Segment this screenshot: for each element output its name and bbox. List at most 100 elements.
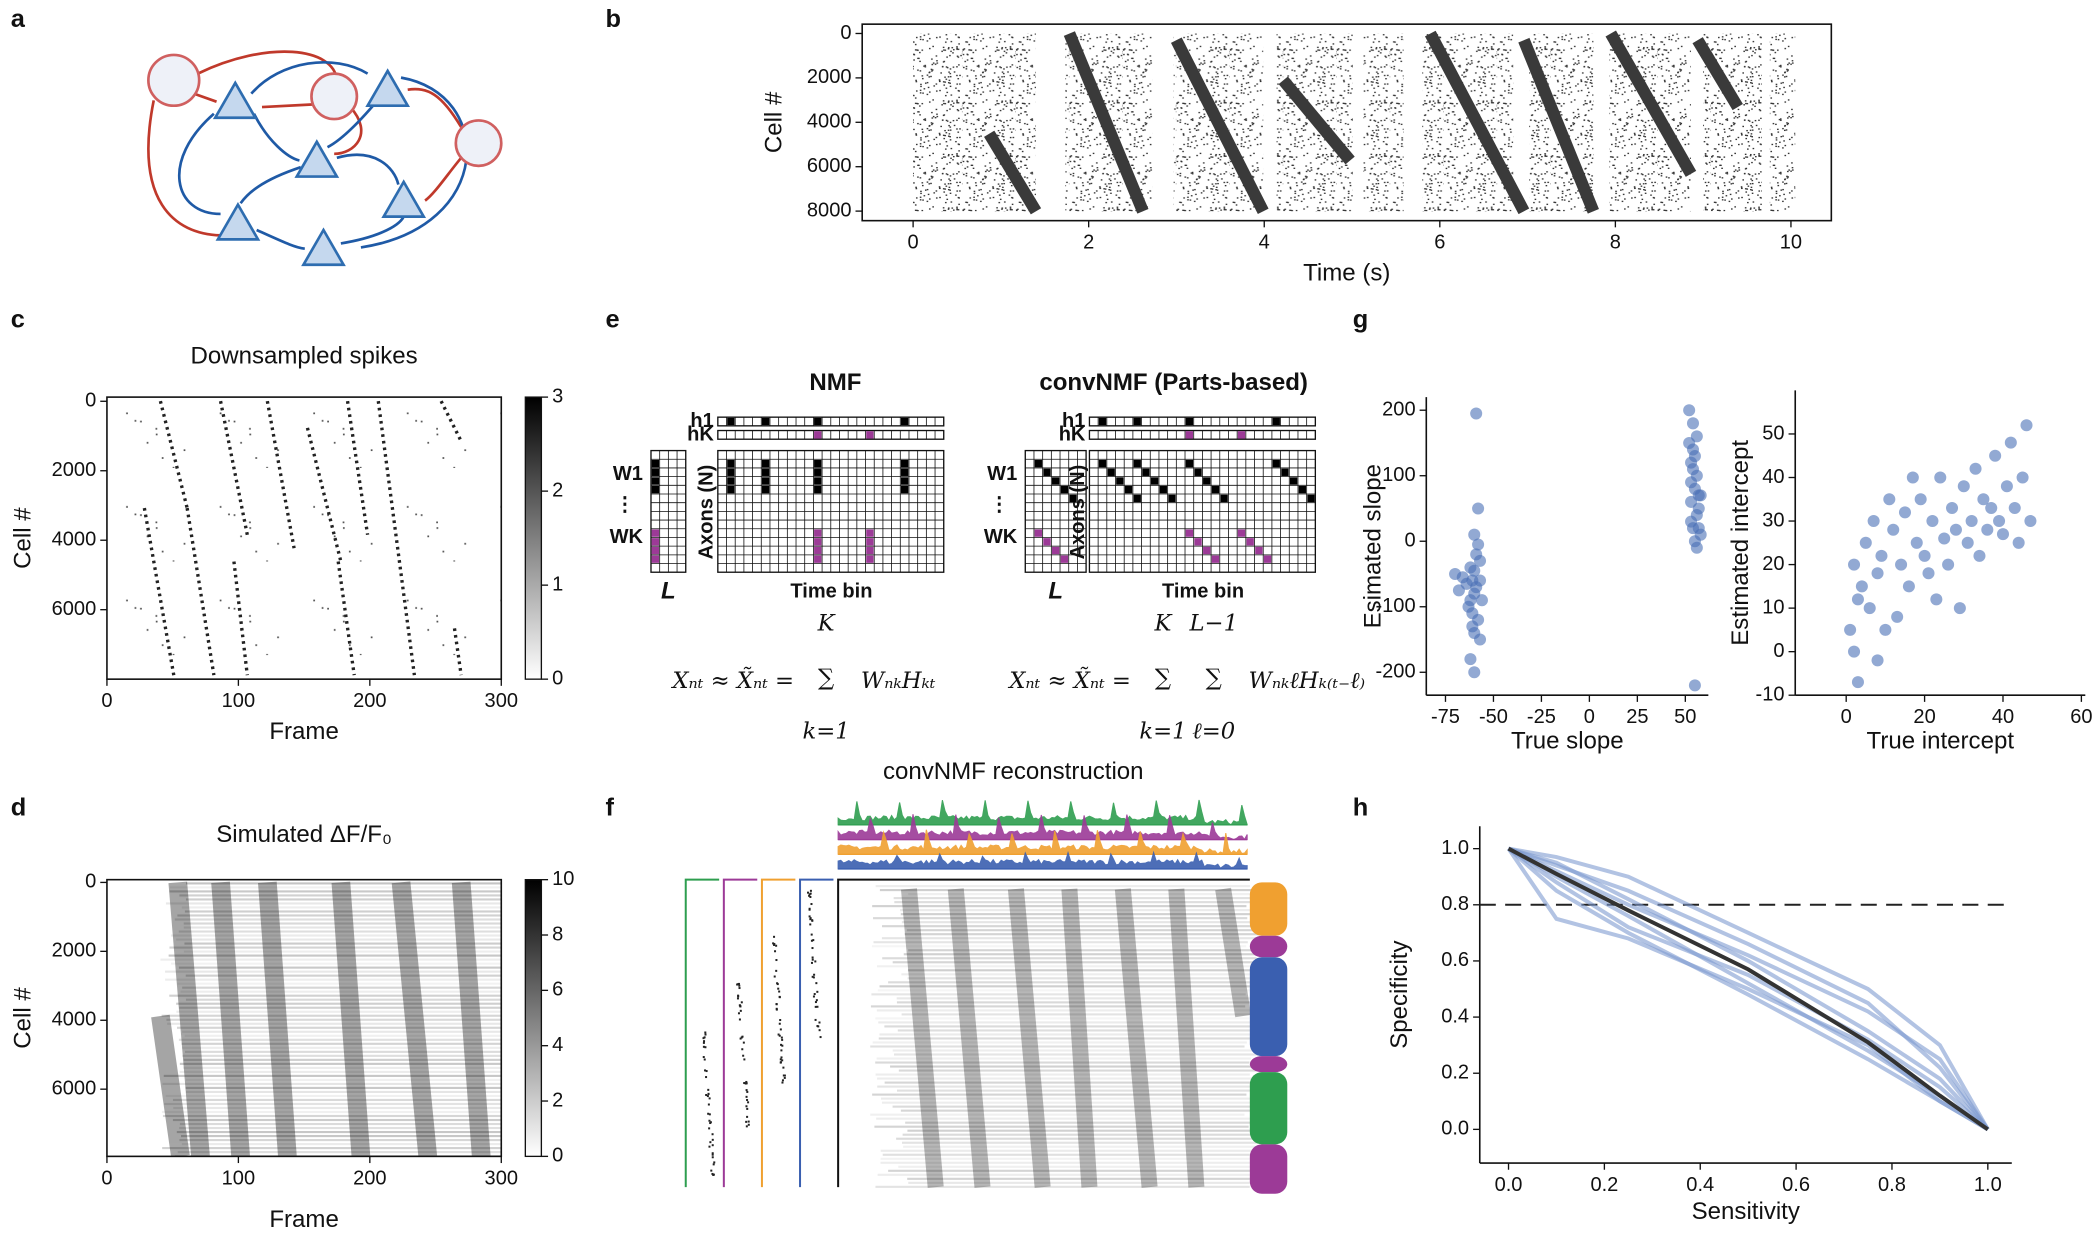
factor-dot bbox=[743, 1082, 746, 1085]
panel-a-diagram bbox=[147, 50, 503, 267]
factor-dot bbox=[810, 903, 813, 906]
streak bbox=[305, 427, 343, 562]
formula: Xₙₜ ≈ X̃ₙₜ = bbox=[1007, 668, 1131, 694]
stripe bbox=[890, 1065, 1265, 1068]
factor-dot bbox=[781, 1044, 784, 1047]
grid-fill bbox=[1272, 459, 1280, 468]
point bbox=[1934, 471, 1947, 484]
colorbar bbox=[524, 396, 543, 680]
grid-fill bbox=[727, 459, 735, 468]
y-axis-label: Specificity bbox=[1386, 941, 1413, 1049]
stripe bbox=[165, 1094, 502, 1098]
panel-label: b bbox=[606, 5, 622, 33]
point bbox=[1851, 593, 1864, 606]
diagram-title: convNMF reconstruction bbox=[883, 758, 1144, 785]
axes-frame bbox=[106, 396, 503, 680]
factor-dot bbox=[773, 943, 776, 946]
factor-dot bbox=[711, 1138, 714, 1141]
factor-dot bbox=[779, 1019, 782, 1022]
factor-dot bbox=[747, 1101, 750, 1104]
stripe bbox=[185, 1090, 502, 1094]
grid-fill bbox=[1043, 468, 1051, 476]
colorbar-tick-label: 2 bbox=[552, 479, 563, 501]
stripe bbox=[178, 930, 502, 933]
x-tick-label: 300 bbox=[485, 690, 518, 712]
band bbox=[258, 881, 297, 1157]
stripe bbox=[185, 1078, 502, 1081]
loading-blob bbox=[1249, 1144, 1288, 1194]
y-tick-label: 0 bbox=[85, 390, 96, 412]
point bbox=[1690, 430, 1703, 443]
stripe bbox=[896, 1137, 1271, 1140]
y-tick-label: 40 bbox=[1762, 466, 1784, 488]
grid-fill bbox=[761, 477, 770, 485]
factor-dot bbox=[745, 1089, 748, 1092]
grid-fill bbox=[727, 477, 735, 485]
stripe bbox=[906, 929, 1282, 932]
y-tick-label: -10 bbox=[1756, 683, 1785, 705]
point bbox=[1922, 567, 1935, 580]
factor-dot bbox=[811, 975, 814, 978]
factor-dot bbox=[814, 1018, 817, 1021]
stripe bbox=[185, 1086, 502, 1090]
stripe bbox=[170, 934, 502, 937]
streak bbox=[1424, 30, 1530, 215]
factor-dot bbox=[737, 982, 740, 985]
factor-dot bbox=[812, 976, 815, 979]
y-tick-label: 0.8 bbox=[1441, 893, 1469, 915]
grid-fill bbox=[1263, 555, 1272, 563]
factor-dot bbox=[738, 984, 741, 987]
formula-limit: L−1 bbox=[1188, 610, 1238, 636]
stripe bbox=[896, 1089, 1272, 1092]
point bbox=[1472, 538, 1485, 551]
stripe bbox=[873, 941, 1248, 944]
stripe bbox=[875, 1185, 1250, 1188]
gap bbox=[1152, 29, 1174, 217]
grid-fill bbox=[814, 468, 822, 476]
factor-dot bbox=[709, 1141, 712, 1144]
point bbox=[1470, 407, 1483, 420]
y-tick-label: 30 bbox=[1762, 509, 1784, 531]
factor-dot bbox=[783, 1074, 786, 1077]
grid-fill bbox=[1211, 486, 1220, 494]
stripe bbox=[904, 933, 1279, 936]
stripe bbox=[876, 1117, 1251, 1120]
grid-fill bbox=[1124, 486, 1133, 494]
factor-dot bbox=[702, 1041, 705, 1044]
factor-dot bbox=[782, 1074, 785, 1077]
recon-box bbox=[837, 878, 1250, 1188]
point bbox=[1848, 645, 1861, 658]
axis-label: Time bin bbox=[1162, 581, 1244, 603]
factor-dot bbox=[813, 993, 816, 996]
factor-dot bbox=[781, 1081, 784, 1084]
y-tick-label: 0 bbox=[85, 871, 96, 893]
factor-dot bbox=[711, 1152, 714, 1155]
gap bbox=[1403, 29, 1423, 217]
stripe bbox=[165, 978, 502, 981]
point bbox=[2004, 436, 2017, 449]
stripe bbox=[181, 1143, 502, 1146]
stripe bbox=[875, 885, 1250, 888]
point bbox=[1953, 602, 1966, 615]
gap bbox=[1761, 29, 1770, 217]
grid-fill bbox=[761, 468, 770, 476]
factor-dot bbox=[739, 1037, 742, 1040]
formula: WₙₖHₖₜ bbox=[861, 668, 936, 694]
point bbox=[1942, 558, 1955, 571]
point bbox=[1475, 594, 1488, 607]
factor-dot bbox=[702, 1045, 705, 1048]
factor-dot bbox=[775, 1003, 778, 1006]
stripe bbox=[892, 1105, 1267, 1108]
stripe bbox=[896, 997, 1271, 1000]
stripe bbox=[908, 893, 1283, 896]
panel-label: d bbox=[11, 794, 27, 822]
grid-fill bbox=[814, 546, 822, 555]
point bbox=[2000, 480, 2013, 493]
series-line bbox=[1506, 847, 1989, 1132]
stripe bbox=[185, 998, 502, 1001]
stripe bbox=[878, 1037, 1254, 1040]
factor-dot bbox=[811, 958, 814, 961]
x-axis-label: Sensitivity bbox=[1692, 1198, 1800, 1225]
